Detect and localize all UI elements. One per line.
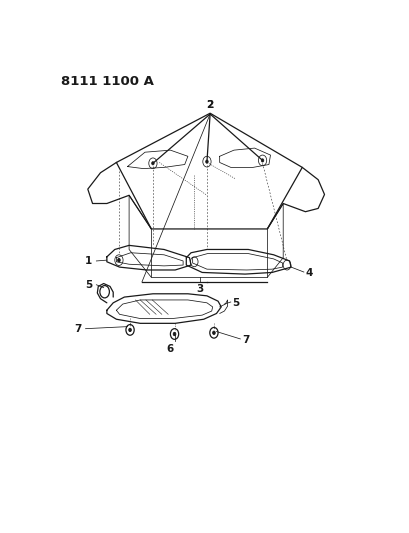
Circle shape: [261, 159, 263, 162]
Text: 4: 4: [305, 268, 312, 278]
Text: 7: 7: [74, 324, 81, 334]
Text: 8111 1100 A: 8111 1100 A: [61, 76, 153, 88]
Circle shape: [117, 259, 120, 262]
Text: 5: 5: [85, 280, 92, 290]
Circle shape: [128, 328, 131, 332]
Text: 7: 7: [241, 335, 249, 345]
Circle shape: [212, 331, 215, 334]
Circle shape: [173, 333, 175, 336]
Text: 5: 5: [232, 298, 239, 308]
Text: 6: 6: [166, 344, 173, 354]
Text: 2: 2: [206, 100, 213, 110]
Circle shape: [205, 160, 208, 163]
Circle shape: [151, 161, 154, 165]
Text: 1: 1: [85, 256, 92, 266]
Text: 2: 2: [206, 100, 213, 110]
Text: 3: 3: [196, 284, 203, 294]
